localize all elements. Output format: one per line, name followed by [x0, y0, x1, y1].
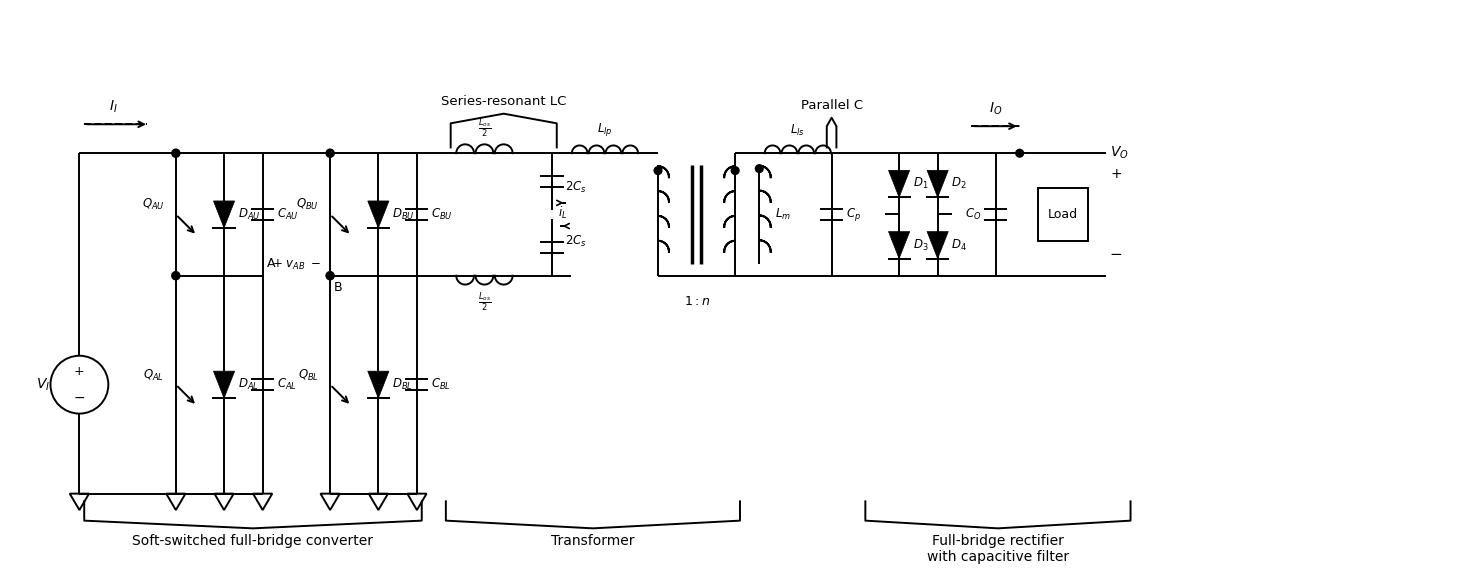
Text: +: +: [74, 365, 84, 377]
Text: $I_I$: $I_I$: [109, 98, 117, 115]
Text: $C_{BU}$: $C_{BU}$: [432, 207, 453, 222]
Text: −: −: [1109, 247, 1123, 262]
Polygon shape: [213, 201, 235, 228]
Text: $\frac{L_{os}}{2}$: $\frac{L_{os}}{2}$: [478, 116, 491, 140]
Text: $C_{BL}$: $C_{BL}$: [432, 377, 451, 392]
Text: $C_{p}$: $C_{p}$: [846, 206, 861, 223]
Circle shape: [172, 149, 180, 157]
Text: +: +: [1111, 167, 1123, 182]
Text: Load: Load: [1049, 208, 1078, 221]
Polygon shape: [213, 371, 235, 398]
Text: $C_{AL}$: $C_{AL}$: [277, 377, 297, 392]
Text: $2C_s$: $2C_s$: [565, 179, 587, 195]
Polygon shape: [70, 494, 89, 510]
Text: $L_{lp}$: $L_{lp}$: [598, 121, 612, 138]
Text: Full-bridge rectifier
with capacitive filter: Full-bridge rectifier with capacitive fi…: [927, 534, 1069, 564]
Polygon shape: [407, 494, 426, 510]
Text: $2C_s$: $2C_s$: [565, 234, 587, 250]
Polygon shape: [368, 494, 387, 510]
Circle shape: [325, 272, 334, 280]
Text: $C_{AU}$: $C_{AU}$: [277, 207, 299, 222]
Text: $Q_{AL}$: $Q_{AL}$: [143, 368, 164, 383]
Text: $D_{3}$: $D_{3}$: [913, 238, 929, 252]
Text: B: B: [334, 282, 343, 295]
Text: $D_{BU}$: $D_{BU}$: [392, 207, 414, 222]
Text: $V_O$: $V_O$: [1111, 145, 1128, 162]
Text: Soft-switched full-bridge converter: Soft-switched full-bridge converter: [133, 534, 374, 548]
Polygon shape: [889, 170, 910, 198]
Text: $I_O$: $I_O$: [989, 100, 1003, 116]
Text: $D_{4}$: $D_{4}$: [951, 238, 967, 252]
Text: $i_L$: $i_L$: [559, 205, 568, 221]
Text: $L_m$: $L_m$: [775, 207, 791, 222]
Text: A: A: [266, 257, 275, 270]
Text: $Q_{BL}$: $Q_{BL}$: [297, 368, 318, 383]
Polygon shape: [253, 494, 272, 510]
Text: −: −: [74, 391, 86, 405]
Circle shape: [731, 167, 740, 174]
Polygon shape: [214, 494, 234, 510]
Polygon shape: [368, 201, 389, 228]
Text: $L_{ls}$: $L_{ls}$: [790, 123, 806, 138]
Text: Series-resonant LC: Series-resonant LC: [441, 95, 566, 108]
Text: $D_{AL}$: $D_{AL}$: [238, 377, 259, 392]
Text: $Q_{BU}$: $Q_{BU}$: [296, 197, 318, 212]
Circle shape: [756, 165, 763, 172]
Text: $D_{1}$: $D_{1}$: [913, 176, 929, 191]
Text: $+\ v_{AB}\ -$: $+\ v_{AB}\ -$: [272, 258, 321, 272]
Text: Transformer: Transformer: [552, 534, 634, 548]
Bar: [1038, 188, 1089, 241]
Polygon shape: [368, 371, 389, 398]
Circle shape: [172, 272, 180, 280]
Circle shape: [1016, 150, 1023, 157]
Text: $C_{O}$: $C_{O}$: [964, 207, 981, 222]
Text: $D_{2}$: $D_{2}$: [951, 176, 967, 191]
Text: $Q_{AU}$: $Q_{AU}$: [142, 197, 164, 212]
Text: Parallel C: Parallel C: [800, 99, 862, 112]
Text: $D_{AU}$: $D_{AU}$: [238, 207, 260, 222]
Text: $D_{BL}$: $D_{BL}$: [392, 377, 413, 392]
Text: $V_I$: $V_I$: [35, 376, 50, 393]
Polygon shape: [321, 494, 340, 510]
Text: $1:n$: $1:n$: [683, 295, 710, 308]
Circle shape: [654, 167, 663, 174]
Polygon shape: [889, 232, 910, 259]
Polygon shape: [927, 170, 948, 198]
Polygon shape: [927, 232, 948, 259]
Polygon shape: [166, 494, 185, 510]
Circle shape: [325, 149, 334, 157]
Text: $\frac{L_{os}}{2}$: $\frac{L_{os}}{2}$: [478, 291, 491, 314]
